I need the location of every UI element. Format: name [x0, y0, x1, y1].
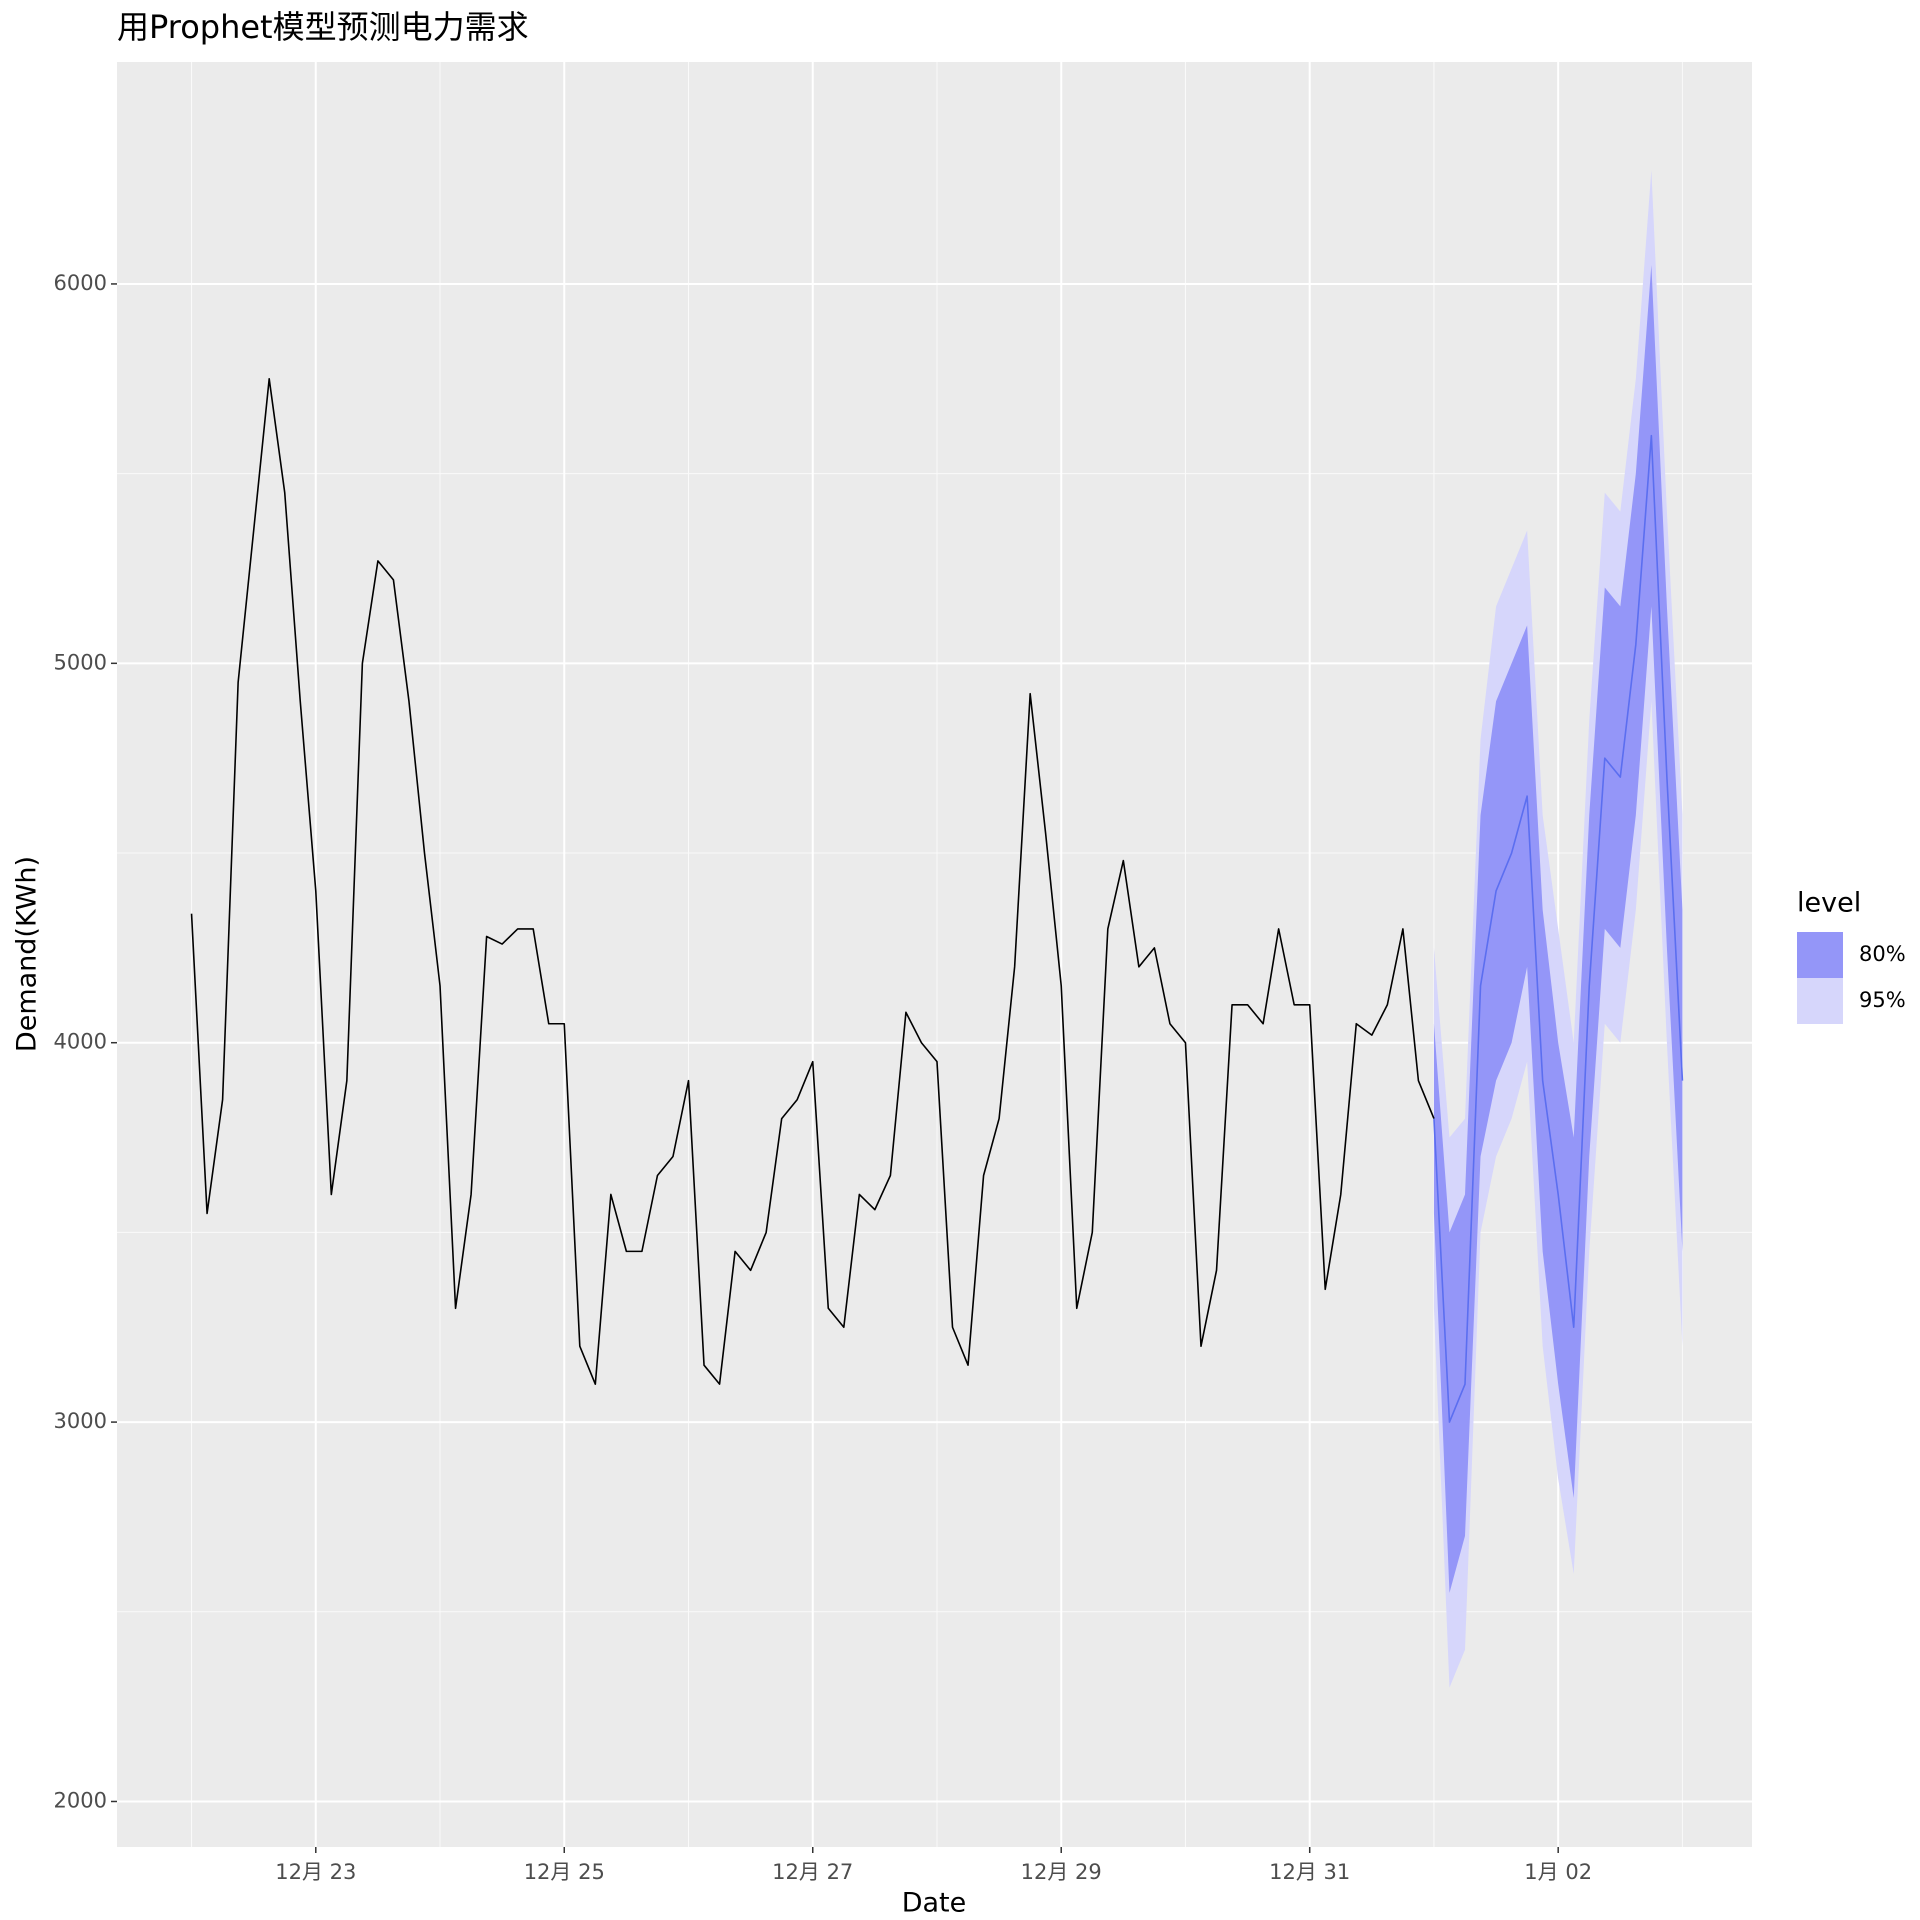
y-axis-label: Demand(KWh) — [12, 856, 43, 1052]
x-tick-label: 12月 23 — [275, 1860, 356, 1884]
interval-band — [1433, 170, 1683, 1688]
legend-key — [1797, 932, 1843, 978]
x-tick-label: 1月 02 — [1524, 1860, 1592, 1884]
y-tick-label: 6000 — [54, 271, 107, 295]
x-axis-label: Date — [902, 1888, 967, 1919]
x-tick-label: 12月 31 — [1269, 1860, 1350, 1884]
y-tick-label: 4000 — [54, 1030, 107, 1054]
forecast-line — [1433, 434, 1684, 1423]
legend-title: level — [1797, 888, 1861, 919]
interval-band — [1433, 264, 1683, 1593]
legend-key — [1797, 978, 1843, 1024]
y-tick-label: 2000 — [54, 1788, 107, 1812]
x-tick-label: 12月 29 — [1021, 1860, 1102, 1884]
chart-title: 用Prophet模型预测电力需求 — [117, 8, 529, 46]
x-tick-label: 12月 27 — [772, 1860, 853, 1884]
y-tick-label: 3000 — [54, 1409, 107, 1433]
x-tick-label: 12月 25 — [524, 1860, 605, 1884]
history-line — [190, 377, 1435, 1385]
legend-label: 80% — [1859, 942, 1906, 966]
y-tick-label: 5000 — [54, 650, 107, 674]
legend-label: 95% — [1859, 988, 1906, 1012]
